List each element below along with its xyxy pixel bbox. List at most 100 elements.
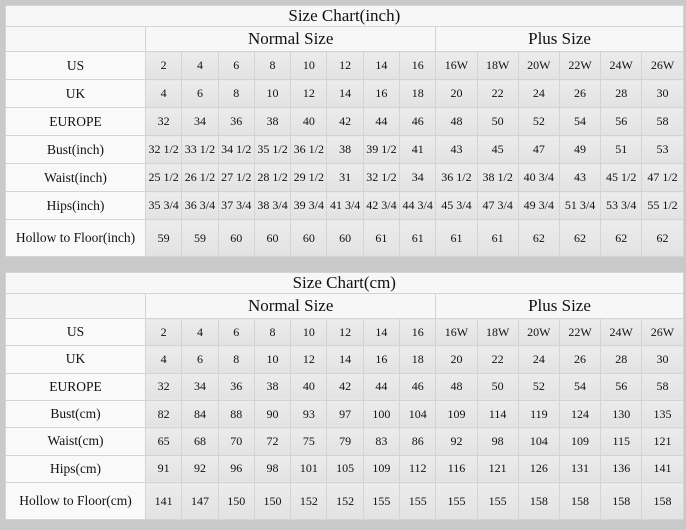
table-row: Hips(cm) 91 92 96 98 101 105 109 112 116 121 126 131… <box>5 454 684 484</box>
group-header-plus: Plus Size <box>435 26 684 52</box>
size-cell: 62 <box>641 219 684 257</box>
size-cell: 26 <box>558 345 602 374</box>
size-cell: 22 <box>476 79 519 108</box>
size-cell: 28 1/2 <box>253 163 292 192</box>
size-cell: 50 <box>476 372 519 401</box>
size-cell: 30 <box>641 79 684 108</box>
size-cell: 121 <box>476 454 519 484</box>
blank-cell <box>5 26 146 52</box>
size-cell: 75 <box>290 427 328 456</box>
size-cell: 79 <box>326 427 364 456</box>
size-cell: 6 <box>181 345 219 374</box>
size-table: Size Chart(cm) Normal Size Plus Size US 2 4 6 8… <box>5 272 684 520</box>
size-cell: 53 3/4 <box>600 191 643 220</box>
size-cell: 109 <box>362 454 401 484</box>
size-cell: 16 <box>362 345 401 374</box>
size-cell: 27 1/2 <box>217 163 255 192</box>
size-cell: 131 <box>558 454 602 484</box>
size-cell: 35 1/2 <box>253 135 292 164</box>
size-cell: 55 1/2 <box>641 191 684 220</box>
size-cell: 54 <box>558 372 602 401</box>
size-cell: 98 <box>476 427 519 456</box>
size-cell: 49 <box>558 135 602 164</box>
size-cell: 48 <box>435 372 478 401</box>
size-cell: 20 <box>435 79 478 108</box>
row-label: Hollow to Floor(inch) <box>5 219 146 257</box>
size-cell: 6 <box>217 51 255 80</box>
size-cell: 60 <box>326 219 364 257</box>
size-cell: 50 <box>476 107 519 136</box>
size-cell: 2 <box>144 317 183 347</box>
size-cell: 130 <box>600 399 643 429</box>
size-cell: 58 <box>641 372 684 401</box>
size-cell: 82 <box>144 399 183 429</box>
size-cell: 93 <box>290 399 328 429</box>
size-cell: 16 <box>399 51 437 80</box>
size-cell: 26 1/2 <box>181 163 219 192</box>
table-row: Hollow to Floor(inch) 59 59 60 60 60 60 61 61 61 6… <box>5 219 684 257</box>
size-cell: 42 <box>326 107 364 136</box>
size-cell: 14 <box>362 317 401 347</box>
table-row: UK 4 6 8 10 12 14 16 18 20 22 24 26 28 30 <box>5 79 684 108</box>
size-table: Size Chart(inch) Normal Size Plus Size US 2 4… <box>5 5 684 257</box>
size-cell: 32 <box>144 107 183 136</box>
size-cell: 62 <box>558 219 602 257</box>
size-cell: 12 <box>290 345 328 374</box>
size-cell: 28 <box>600 79 643 108</box>
size-cell: 43 <box>435 135 478 164</box>
size-cell: 68 <box>181 427 219 456</box>
row-label: UK <box>5 79 146 108</box>
blank-cell <box>5 293 146 319</box>
size-cell: 116 <box>435 454 478 484</box>
row-label: Hips(cm) <box>5 454 146 484</box>
size-cell: 34 <box>399 163 437 192</box>
size-cell: 62 <box>600 219 643 257</box>
size-cell: 16 <box>399 317 437 347</box>
size-cell: 51 3/4 <box>558 191 602 220</box>
size-cell: 45 3/4 <box>435 191 478 220</box>
size-cell: 18 <box>399 345 437 374</box>
size-cell: 72 <box>253 427 292 456</box>
size-cell: 22W <box>558 51 602 80</box>
size-cell: 104 <box>399 399 437 429</box>
size-cell: 20 <box>435 345 478 374</box>
table-row: Waist(inch) 25 1/2 26 1/2 27 1/2 28 1/2 29 1/… <box>5 163 684 192</box>
size-cell: 34 <box>181 372 219 401</box>
table-row: Waist(cm) 65 68 70 72 75 79 83 86 92 98 104 109 115 12… <box>5 427 684 456</box>
size-cell: 14 <box>362 51 401 80</box>
size-cell: 4 <box>181 51 219 80</box>
group-header-normal: Normal Size <box>144 293 437 319</box>
size-cell: 124 <box>558 399 602 429</box>
size-cell: 135 <box>641 399 684 429</box>
size-chart-cm: Size Chart(cm) Normal Size Plus Size US 2 4 6 8… <box>5 272 684 520</box>
size-cell: 98 <box>253 454 292 484</box>
size-cell: 44 3/4 <box>399 191 437 220</box>
size-cell: 105 <box>326 454 364 484</box>
size-cell: 22W <box>558 317 602 347</box>
row-label: Bust(cm) <box>5 399 146 429</box>
size-cell: 8 <box>253 317 292 347</box>
size-cell: 2 <box>144 51 183 80</box>
size-cell: 38 1/2 <box>476 163 519 192</box>
size-cell: 6 <box>217 317 255 347</box>
size-cell: 83 <box>362 427 401 456</box>
table-row: EUROPE 32 34 36 38 40 42 44 46 48 50 52 54 56 58 <box>5 107 684 136</box>
size-cell: 126 <box>517 454 560 484</box>
size-cell: 114 <box>476 399 519 429</box>
group-row: Normal Size Plus Size <box>5 26 684 52</box>
row-label: Hips(inch) <box>5 191 146 220</box>
size-cell: 8 <box>253 51 292 80</box>
size-cell: 20W <box>517 51 560 80</box>
size-cell: 155 <box>476 482 519 520</box>
size-cell: 52 <box>517 107 560 136</box>
size-cell: 112 <box>399 454 437 484</box>
size-cell: 10 <box>290 317 328 347</box>
size-cell: 12 <box>326 317 364 347</box>
size-cell: 52 <box>517 372 560 401</box>
size-cell: 36 <box>217 372 255 401</box>
table-row: EUROPE 32 34 36 38 40 42 44 46 48 50 52 54 56 58 <box>5 372 684 401</box>
size-cell: 97 <box>326 399 364 429</box>
size-cell: 104 <box>517 427 560 456</box>
size-cell: 42 <box>326 372 364 401</box>
size-cell: 4 <box>144 79 183 108</box>
